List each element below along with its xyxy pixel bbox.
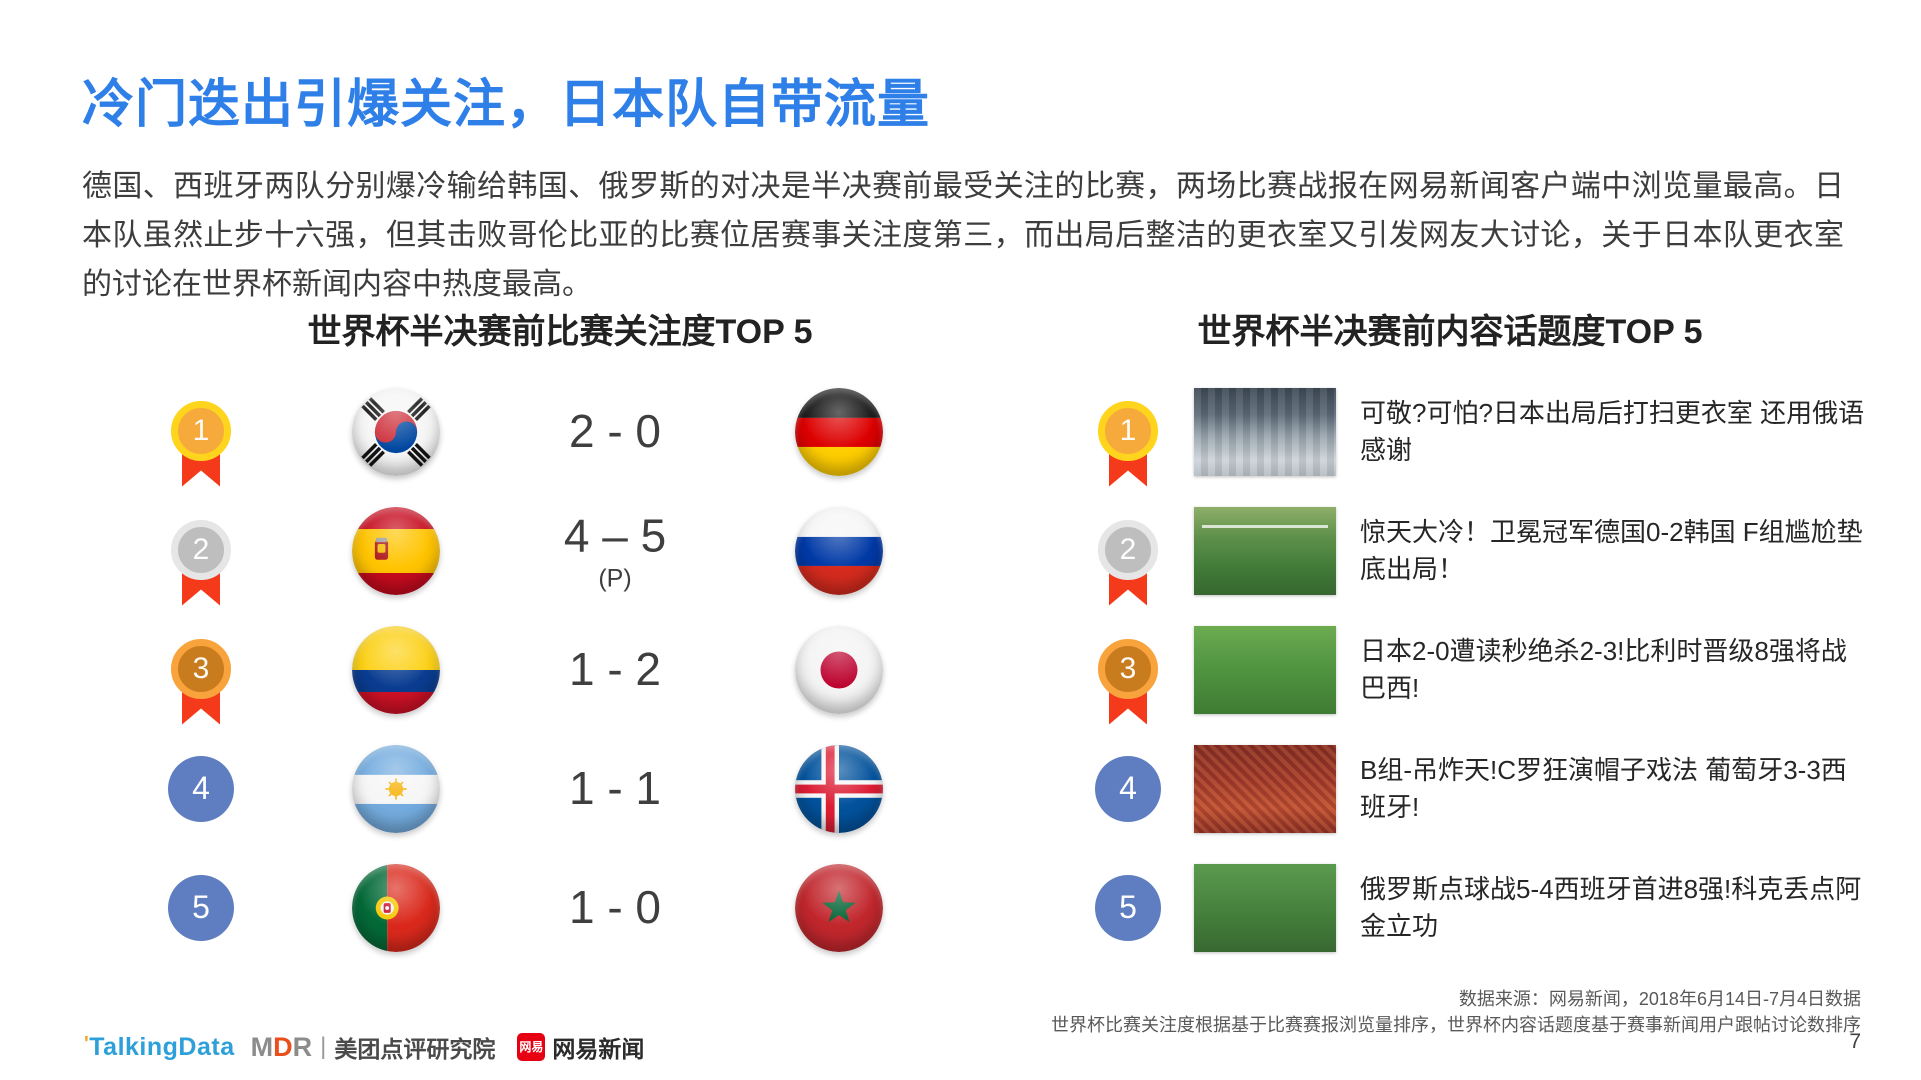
match-score-cell: 4 – 5 (P) [515,508,715,593]
news-headline: 惊天大冷！卫冕冠军德国0-2韩国 F组尴尬垫底出局！ [1360,516,1863,584]
flag-argentina-icon [352,744,440,833]
match-score-cell: 1 - 1 [515,761,715,817]
footnote-line-1: 数据来源：网易新闻，2018年6月14日-7月4日数据 [1458,989,1861,1009]
news-headline: 日本2-0遭读秒绝杀2-3!比利时晋级8强将战巴西! [1360,635,1847,703]
netease-news-logo: 网易 网易新闻 [517,1030,644,1064]
match-panel-heading: 世界杯半决赛前比赛关注度TOP 5 [307,313,813,351]
flag-germany-icon [795,387,883,476]
topic-panel-heading: 世界杯半决赛前内容话题度TOP 5 [1197,313,1703,351]
rank-number: 3 [171,638,231,699]
news-headline: 俄罗斯点球战5-4西班牙首进8强!科克丢点阿金立功 [1360,873,1862,941]
talkingdata-logo: 'TalkingData [84,1032,235,1061]
match-score: 1 - 2 [568,642,662,695]
score-note: (P) [598,564,632,592]
silver-medal-icon: 2 [171,519,231,612]
ranking-row-3: 3 1 - 2 3 日本2-0遭读秒绝杀2-3!比利时晋级8强将战巴西! [0,610,1921,729]
match-score-cell: 2 - 0 [515,404,715,460]
netease-news-label: 网易新闻 [552,1036,645,1062]
bronze-medal-icon: 3 [171,638,231,731]
news-thumbnail-crowd [1194,744,1336,833]
news-thumbnail-locker-room [1194,387,1336,476]
gold-medal-icon: 1 [171,400,231,493]
flag-morocco-icon [795,863,883,952]
news-headline: B组-吊炸天!C罗狂演帽子戏法 葡萄牙3-3西班牙! [1360,754,1847,822]
rank-number: 1 [171,400,231,461]
match-score: 4 – 5 [563,509,667,561]
intro-paragraph: 德国、西班牙两队分别爆冷输给韩国、俄罗斯的对决是半决赛前最受关注的比赛，两场比赛… [82,170,1844,301]
flag-spain-icon [352,506,440,595]
ranking-row-1: 1 2 - 0 [0,372,1921,491]
gold-medal-icon: 1 [1098,400,1158,493]
logo-separator: | [320,1033,327,1060]
rank-number: 1 [1098,400,1158,461]
news-thumbnail-russia-spain [1194,863,1336,952]
match-score: 1 - 0 [568,880,662,933]
page-title: 冷门迭出引爆关注，日本队自带流量 [82,76,931,134]
rank-number: 2 [1098,519,1158,580]
flag-iceland-icon [795,744,883,833]
match-score-cell: 1 - 0 [515,880,715,936]
talkingdata-tick-icon: ' [84,1032,90,1055]
match-score: 2 - 0 [568,404,662,457]
ranking-row-5: 5 1 - 0 5 俄罗斯点球战5-4西班牙首进8强!科克丢点阿金立功 [0,848,1921,967]
rank-number: 2 [171,519,231,580]
ranking-rows: 1 2 - 0 [0,372,1921,967]
brand-logos: 'TalkingData MDR | 美团点评研究院 网易 网易新闻 [84,1030,644,1064]
rank-circle: 4 [168,755,234,822]
rank-circle: 4 [1095,755,1161,822]
netease-badge-icon: 网易 [517,1033,546,1061]
rank-circle: 5 [168,874,234,941]
match-score-cell: 1 - 2 [515,642,715,698]
page-number: 7 [1849,1030,1861,1053]
ranking-row-2: 2 4 – 5 (P) 2 惊天大冷！卫冕冠军德国0-2韩国 F组尴尬垫底出 [0,491,1921,610]
news-headline: 可敬?可怕?日本出局后打扫更衣室 还用俄语感谢 [1360,397,1865,465]
news-thumbnail-germany-korea [1194,506,1336,595]
flag-south-korea-icon [352,387,440,476]
news-thumbnail-japan-belgium [1194,625,1336,714]
flag-colombia-icon [352,625,440,714]
flag-russia-icon [795,506,883,595]
flag-japan-icon [795,625,883,714]
meituan-research-label: 美团点评研究院 [334,1036,496,1062]
mdr-logo: MDR [250,1031,313,1062]
silver-medal-icon: 2 [1098,519,1158,612]
data-source-notes: 数据来源：网易新闻，2018年6月14日-7月4日数据 世界杯比赛关注度根据基于… [1051,986,1861,1038]
match-score: 1 - 1 [568,761,662,814]
rank-number: 3 [1098,638,1158,699]
footnote-line-2: 世界杯比赛关注度根据基于比赛赛报浏览量排序，世界杯内容话题度基于赛事新闻用户跟帖… [1051,1015,1861,1035]
ranking-row-4: 4 1 - 1 4 B组-吊炸天! [0,729,1921,848]
flag-portugal-icon [352,863,440,952]
rank-circle: 5 [1095,874,1161,941]
bronze-medal-icon: 3 [1098,638,1158,731]
